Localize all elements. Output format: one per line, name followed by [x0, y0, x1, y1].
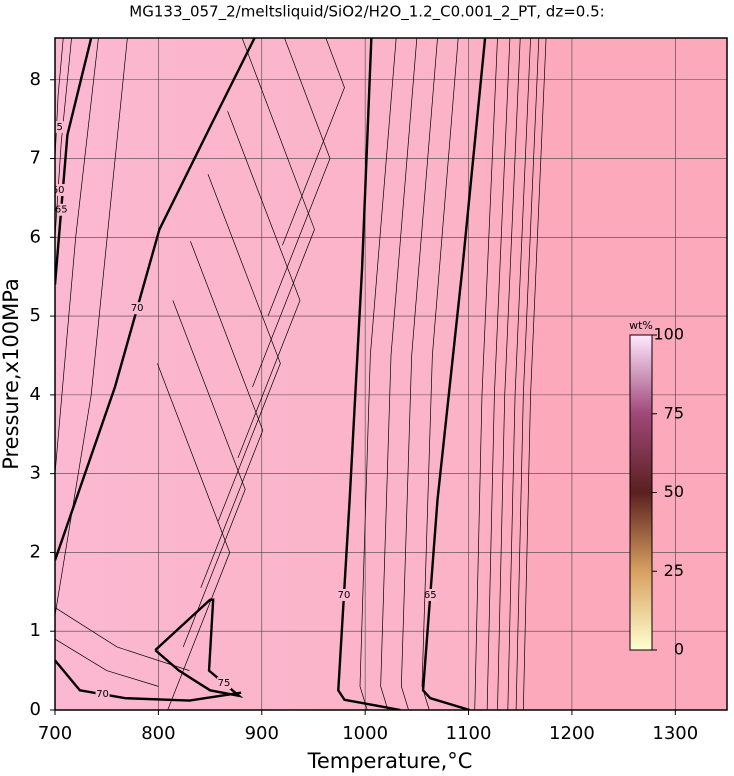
contour-label: 65: [55, 205, 68, 216]
plot-background: [55, 38, 727, 710]
x-tick-label: 1100: [446, 723, 492, 744]
colorbar: wt% 0 25 50 75 100: [629, 319, 684, 659]
contour-line: [282, 38, 345, 246]
y-tick-label: 3: [30, 463, 41, 484]
contour-line: [157, 363, 231, 710]
chart-title: MG133_057_2/meltsliquid/SiO2/H2O_1.2_C0.…: [129, 3, 604, 22]
x-tick-label: 1000: [342, 723, 388, 744]
contour-line: [207, 174, 281, 522]
y-tick-label: 6: [30, 226, 41, 247]
contour-line: [497, 38, 521, 710]
contour-line: [359, 38, 397, 710]
contour-line: [55, 638, 159, 687]
contour-line: [172, 300, 246, 648]
contour-label-bg: [55, 121, 64, 134]
contour-line: [241, 38, 315, 388]
x-tick-label: 900: [245, 723, 279, 744]
contour-label: 70: [131, 303, 144, 314]
contour-line: [55, 607, 190, 671]
contour-label-bg: [55, 184, 66, 197]
contour-label-bg: [217, 677, 232, 690]
x-tick-label: 700: [38, 723, 72, 744]
x-axis-label: Temperature,°C: [307, 749, 473, 773]
x-tick-label: 1200: [549, 723, 595, 744]
contour-line: [55, 38, 64, 159]
contour-label-bg: [55, 203, 69, 216]
contours: 70 70 65 75 70 65 60 55: [50, 38, 547, 710]
colorbar-tick-label: 50: [664, 482, 684, 501]
y-tick-label: 5: [30, 305, 41, 326]
contour-line: [55, 38, 256, 561]
colorbar-tick-label: 75: [664, 403, 684, 422]
y-tick-label: 4: [30, 384, 41, 405]
contour-label-bg: [423, 588, 438, 601]
contour-line: [55, 38, 93, 285]
contour-line: [522, 38, 547, 710]
contour-label: 75: [218, 678, 231, 689]
colorbar-tick-label: 25: [664, 561, 684, 580]
contour-line: [55, 38, 72, 238]
x-tick-label: 1300: [652, 723, 698, 744]
x-tick-label: 800: [141, 723, 175, 744]
contour-line: [267, 38, 331, 317]
colorbar-ramp: [629, 334, 653, 651]
contour-line: [486, 38, 511, 710]
contour-label: 70: [96, 689, 109, 700]
plot-frame: [54, 37, 728, 711]
contour-label: 60: [52, 185, 65, 196]
colorbar-tick-label: 100: [653, 325, 684, 344]
contour-line: [380, 38, 418, 710]
y-tick-label: 1: [30, 620, 41, 641]
y-tick-label: 2: [30, 541, 41, 562]
contour-line: [474, 38, 498, 710]
y-tick-label: 0: [30, 699, 41, 720]
contour-line: [515, 38, 540, 710]
contour-line: [190, 241, 264, 589]
grid: [54, 38, 727, 711]
contour-label-bg: [336, 588, 351, 601]
contour-line: [421, 38, 459, 710]
y-axis-label: Pressure,x100MPa: [0, 278, 23, 470]
contour-label: 70: [338, 590, 351, 601]
contour-line: [400, 38, 438, 710]
contour-line: [55, 659, 242, 702]
colorbar-label: wt%: [629, 319, 653, 332]
contour-label: 55: [50, 122, 63, 133]
contour-label-bg: [130, 302, 145, 315]
contour-label: 65: [424, 590, 437, 601]
contour-label-bg: [95, 688, 110, 701]
contour-line: [227, 111, 301, 459]
contour-line: [55, 38, 128, 616]
contour-line: [507, 38, 531, 710]
y-tick-label: 8: [30, 69, 41, 90]
colorbar-tick-label: 0: [674, 640, 684, 659]
y-tick-label: 7: [30, 148, 41, 169]
contour-line: [55, 38, 99, 474]
